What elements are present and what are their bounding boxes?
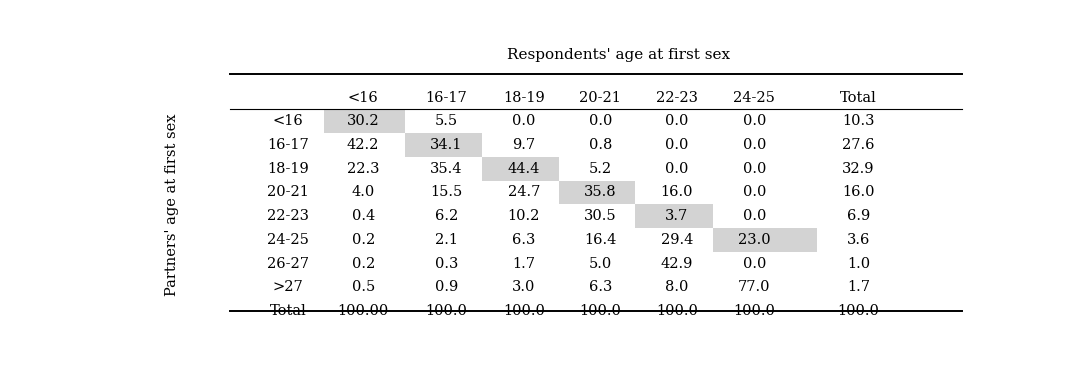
Text: 100.0: 100.0 [425,304,467,318]
Text: 8.0: 8.0 [665,280,688,294]
Text: 1.7: 1.7 [512,257,535,271]
Bar [636,204,713,228]
Text: 30.2: 30.2 [347,114,379,128]
Text: 100.0: 100.0 [503,304,545,318]
Text: 0.0: 0.0 [665,138,688,152]
Text: 0.0: 0.0 [665,162,688,176]
Text: 0.0: 0.0 [742,209,766,223]
Text: 42.9: 42.9 [661,257,693,271]
Text: 15.5: 15.5 [431,186,463,199]
Bar [558,181,636,204]
Text: 32.9: 32.9 [842,162,874,176]
Text: 6.2: 6.2 [435,209,458,223]
Text: 0.0: 0.0 [742,114,766,128]
Text: 26-27: 26-27 [267,257,309,271]
Text: 0.3: 0.3 [435,257,459,271]
Text: 16-17: 16-17 [267,138,309,152]
Text: 34.1: 34.1 [431,138,463,152]
Text: 100.0: 100.0 [580,304,621,318]
Text: 4.0: 4.0 [351,186,375,199]
Text: >27: >27 [273,280,304,294]
Text: 20-21: 20-21 [267,186,309,199]
Text: 20-21: 20-21 [580,90,621,105]
Text: 6.3: 6.3 [512,233,536,247]
Text: 16.0: 16.0 [661,186,693,199]
Text: 22-23: 22-23 [267,209,309,223]
Text: 10.2: 10.2 [508,209,540,223]
Text: 100.00: 100.00 [337,304,389,318]
Bar [324,110,405,133]
Text: 0.8: 0.8 [589,138,612,152]
Text: 35.4: 35.4 [430,162,463,176]
Text: 3.7: 3.7 [665,209,688,223]
Bar [713,228,817,252]
Text: 0.0: 0.0 [512,114,536,128]
Text: 10.3: 10.3 [842,114,874,128]
Text: Total: Total [270,304,306,318]
Text: 5.5: 5.5 [435,114,458,128]
Text: 100.0: 100.0 [838,304,880,318]
Bar [405,133,482,157]
Text: 35.8: 35.8 [584,186,616,199]
Text: 24.7: 24.7 [508,186,540,199]
Text: 3.6: 3.6 [846,233,870,247]
Text: 29.4: 29.4 [661,233,693,247]
Text: 1.7: 1.7 [847,280,870,294]
Text: 42.2: 42.2 [347,138,379,152]
Text: 18-19: 18-19 [267,162,309,176]
Text: 77.0: 77.0 [738,280,771,294]
Text: 0.0: 0.0 [589,114,612,128]
Text: 100.0: 100.0 [656,304,698,318]
Text: 24-25: 24-25 [267,233,309,247]
Text: 100.0: 100.0 [734,304,775,318]
Text: 16.0: 16.0 [842,186,874,199]
Text: 16.4: 16.4 [584,233,616,247]
Text: <16: <16 [348,90,378,105]
Text: 3.0: 3.0 [512,280,536,294]
Text: 6.9: 6.9 [846,209,870,223]
Text: 5.0: 5.0 [589,257,612,271]
Text: 6.3: 6.3 [589,280,612,294]
Text: 5.2: 5.2 [589,162,612,176]
Bar [482,157,558,181]
Text: 16-17: 16-17 [425,90,467,105]
Text: 30.5: 30.5 [584,209,616,223]
Text: 1.0: 1.0 [846,257,870,271]
Text: 0.0: 0.0 [742,138,766,152]
Text: 0.2: 0.2 [351,257,375,271]
Text: 23.0: 23.0 [738,233,771,247]
Text: Total: Total [840,90,876,105]
Text: 27.6: 27.6 [842,138,874,152]
Text: Respondents' age at first sex: Respondents' age at first sex [507,48,730,62]
Text: <16: <16 [273,114,304,128]
Text: 9.7: 9.7 [512,138,535,152]
Text: 44.4: 44.4 [508,162,540,176]
Text: 0.2: 0.2 [351,233,375,247]
Text: 0.0: 0.0 [742,162,766,176]
Text: 22-23: 22-23 [656,90,698,105]
Text: 0.4: 0.4 [351,209,375,223]
Text: 24-25: 24-25 [734,90,775,105]
Text: 22.3: 22.3 [347,162,379,176]
Text: 0.9: 0.9 [435,280,458,294]
Text: 0.0: 0.0 [742,186,766,199]
Text: Partners' age at first sex: Partners' age at first sex [164,113,178,296]
Text: 0.5: 0.5 [351,280,375,294]
Text: 0.0: 0.0 [742,257,766,271]
Text: 0.0: 0.0 [665,114,688,128]
Text: 18-19: 18-19 [503,90,545,105]
Text: 2.1: 2.1 [435,233,458,247]
